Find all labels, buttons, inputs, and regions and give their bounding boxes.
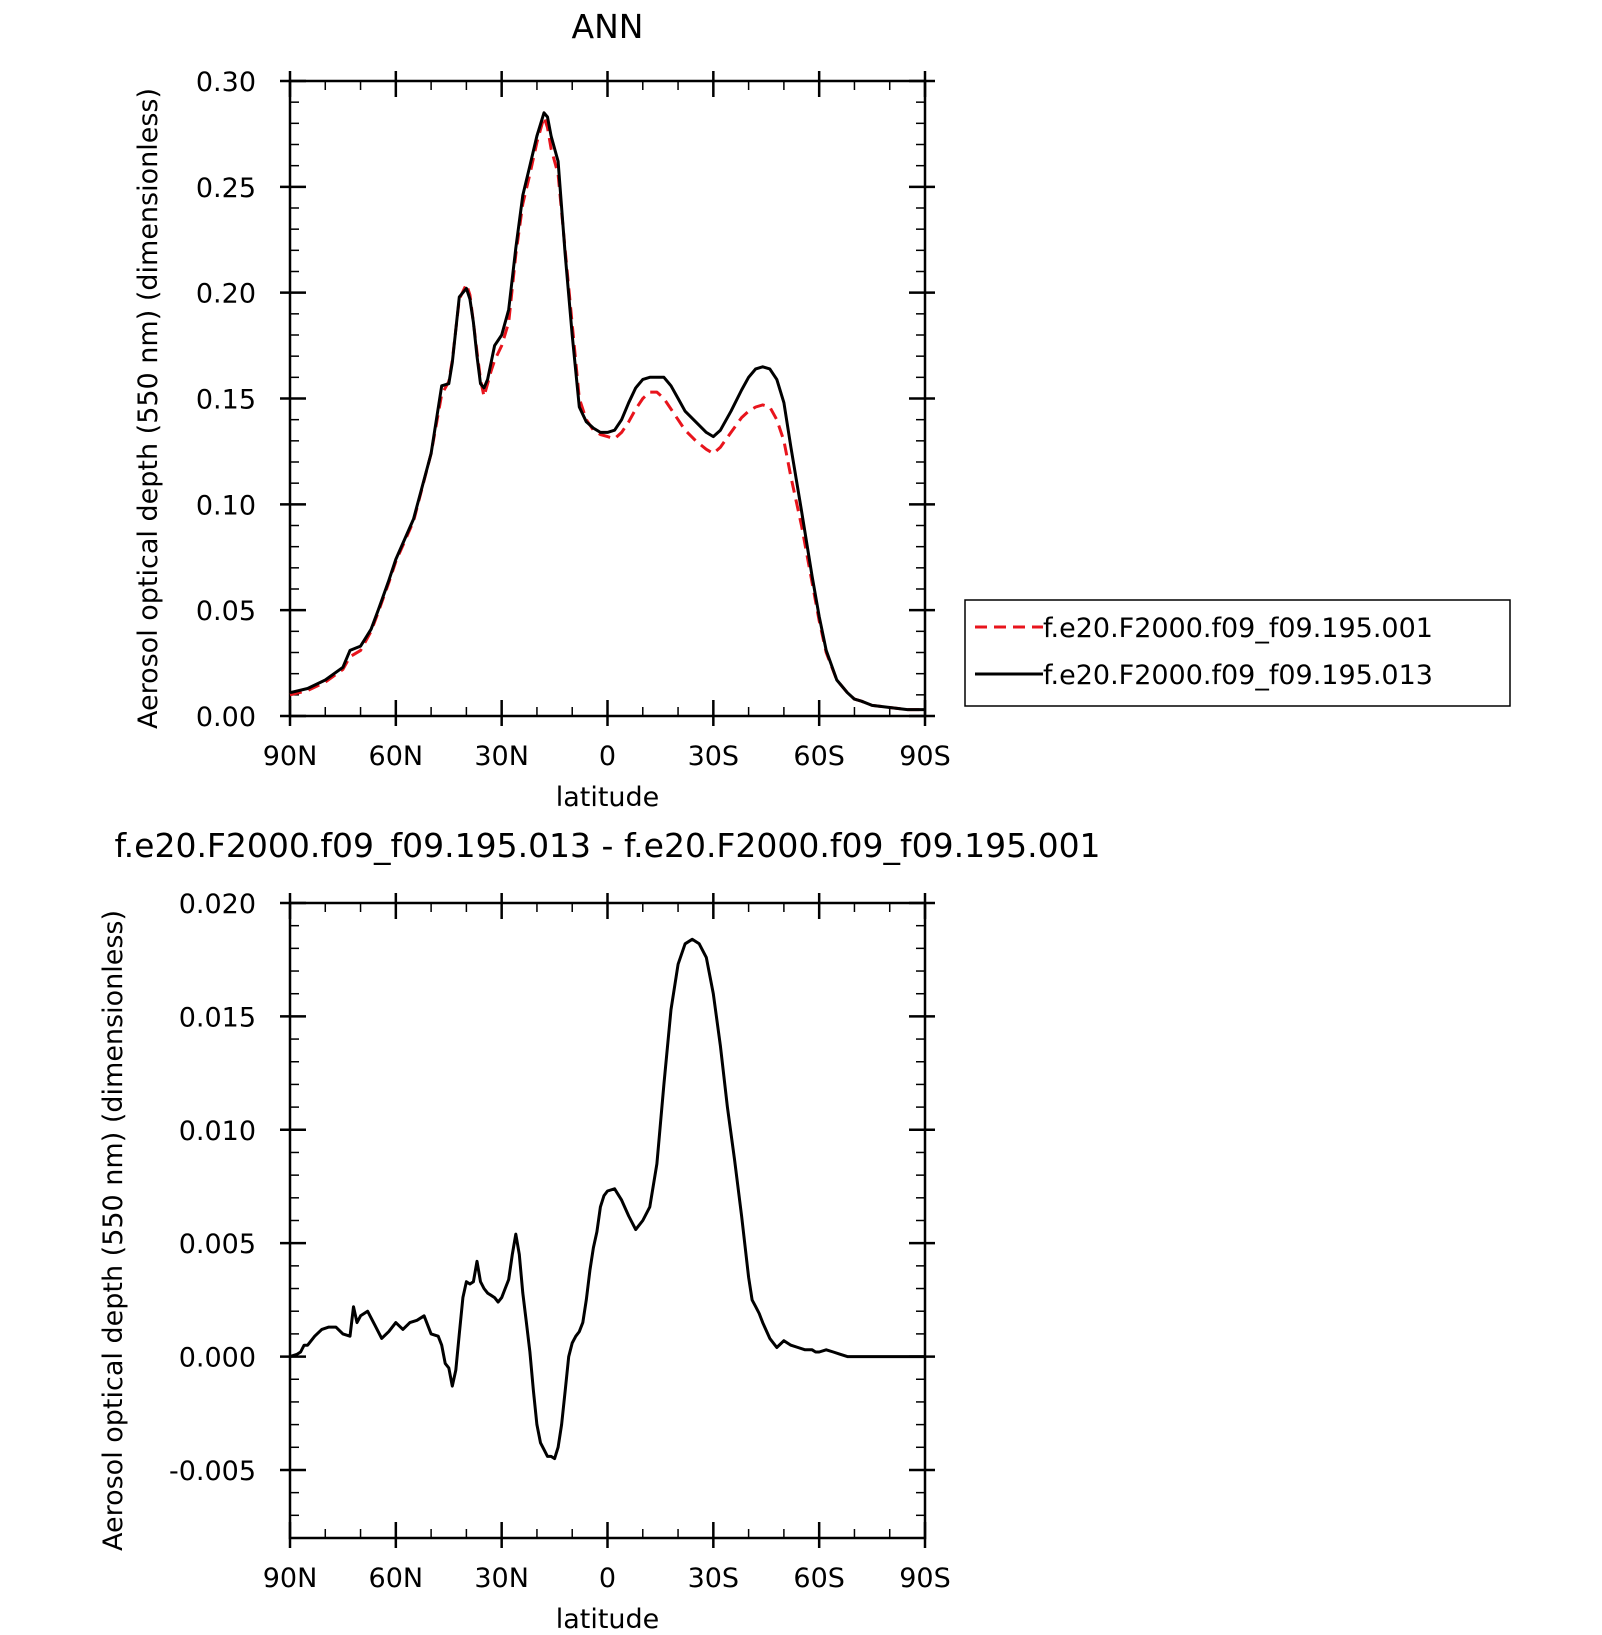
x-tick-label: 60S — [793, 1563, 845, 1594]
x-tick-label: 90N — [263, 741, 318, 772]
x-tick-label: 30N — [474, 741, 529, 772]
x-tick-label: 90N — [263, 1563, 318, 1594]
panel-difference: 90N 60N 30N 0 30S 60S 90S -0.005 0.000 0.005 0.010… — [98, 826, 1101, 1635]
y-tick-label: 0.005 — [179, 1229, 256, 1260]
y-tick-label: 0.000 — [179, 1343, 256, 1374]
y-axis-title: Aerosol optical depth (550 nm) (dimensio… — [133, 88, 164, 729]
y-tick-label: 0.020 — [179, 889, 256, 920]
legend: f.e20.F2000.f09_f09.195.001 f.e20.F2000.f… — [964, 599, 1511, 707]
x-tick-label: 30N — [474, 1563, 529, 1594]
x-tick-label: 0 — [599, 1563, 616, 1594]
y-tick-label: 0.20 — [196, 279, 256, 310]
legend-box — [964, 599, 1511, 707]
x-tick-label: 30S — [688, 741, 740, 772]
legend-label-1: f.e20.F2000.f09_f09.195.013 — [1043, 660, 1433, 691]
plot-frame — [288, 901, 927, 1540]
y-tick-label: 0.00 — [196, 702, 256, 733]
series-line-1 — [289, 111, 925, 712]
y-tick-label: 0.015 — [179, 1002, 256, 1033]
x-tick-label: 0 — [599, 741, 616, 772]
panel-annual-mean: 90N 60N 30N 0 30S 60S 90S 0.00 0.05 0.10 0.15 0.20 0… — [133, 7, 1511, 813]
x-tick-label: 60N — [369, 1563, 424, 1594]
y-tick-label: 0.010 — [179, 1116, 256, 1147]
y-tick-label: 0.15 — [196, 385, 256, 416]
x-axis-title: latitude — [556, 782, 660, 813]
plot-title: ANN — [572, 7, 644, 46]
y-tick-label: 0.05 — [196, 596, 256, 627]
y-axis-title: Aerosol optical depth (550 nm) (dimensio… — [98, 910, 129, 1551]
legend-label-0: f.e20.F2000.f09_f09.195.001 — [1043, 613, 1433, 644]
x-tick-label: 90S — [899, 1563, 951, 1594]
y-tick-label: -0.005 — [169, 1456, 256, 1487]
x-tick-label: 60S — [793, 741, 845, 772]
y-tick-label: 0.30 — [196, 67, 256, 98]
series-line-0 — [289, 937, 925, 1461]
x-tick-label: 60N — [369, 741, 424, 772]
series-line-0 — [289, 115, 925, 712]
y-tick-label: 0.25 — [196, 173, 256, 204]
plot-title: f.e20.F2000.f09_f09.195.013 - f.e20.F200… — [114, 826, 1100, 865]
x-tick-label: 30S — [688, 1563, 740, 1594]
y-tick-label: 0.10 — [196, 490, 256, 521]
x-tick-label: 90S — [899, 741, 951, 772]
plot-frame — [288, 79, 927, 718]
x-axis-title: latitude — [556, 1604, 660, 1635]
